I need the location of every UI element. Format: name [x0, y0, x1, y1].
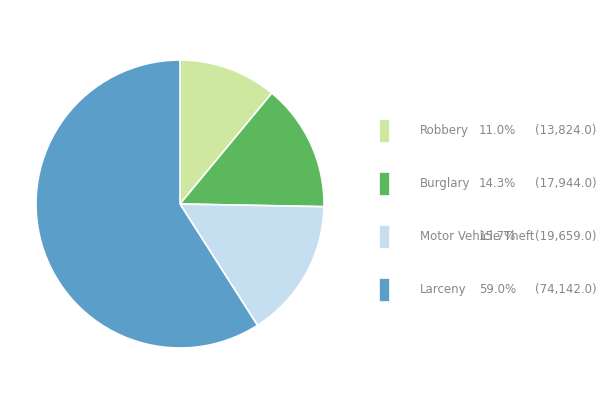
Text: Larceny: Larceny: [420, 283, 467, 296]
Wedge shape: [180, 204, 324, 325]
Wedge shape: [180, 60, 272, 204]
Text: Burglary: Burglary: [420, 177, 470, 190]
FancyBboxPatch shape: [379, 172, 389, 195]
Text: 14.3%: 14.3%: [479, 177, 516, 190]
FancyBboxPatch shape: [379, 119, 389, 142]
Text: (13,824.0): (13,824.0): [535, 124, 596, 137]
Text: 15.7%: 15.7%: [479, 230, 516, 243]
FancyBboxPatch shape: [379, 279, 389, 301]
Text: Robbery: Robbery: [420, 124, 469, 137]
Wedge shape: [36, 60, 257, 348]
Text: Motor Vehicle Theft: Motor Vehicle Theft: [420, 230, 535, 243]
Wedge shape: [180, 93, 324, 207]
FancyBboxPatch shape: [379, 225, 389, 248]
Text: 59.0%: 59.0%: [479, 283, 516, 296]
Text: (74,142.0): (74,142.0): [535, 283, 597, 296]
Text: (17,944.0): (17,944.0): [535, 177, 597, 190]
Text: (19,659.0): (19,659.0): [535, 230, 597, 243]
Text: 11.0%: 11.0%: [479, 124, 516, 137]
